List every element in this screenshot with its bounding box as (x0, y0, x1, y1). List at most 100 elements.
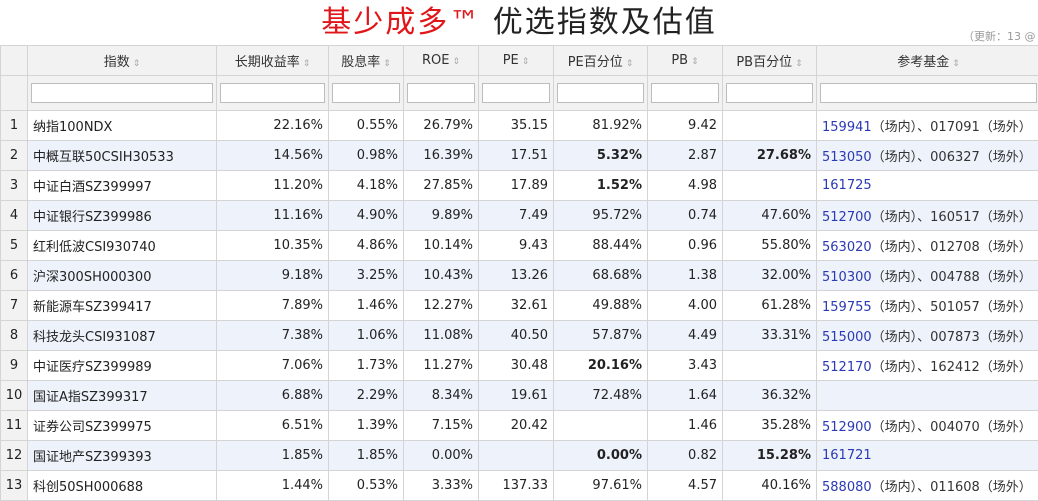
fund-code-link[interactable]: 512900 (822, 420, 872, 435)
cell-pep: 20.16% (554, 351, 648, 381)
column-header[interactable]: ROE⇕ (404, 46, 479, 76)
cell-fund: 159755（场内）、501057（场外） (817, 291, 1038, 321)
fund-code-link[interactable]: 161721 (822, 448, 872, 463)
sort-arrows-icon[interactable]: ⇕ (691, 57, 699, 67)
cell-roe: 11.08% (404, 321, 479, 351)
sort-arrows-icon[interactable]: ⇕ (383, 59, 391, 69)
column-header-label: 股息率 (341, 55, 380, 70)
brand-name: 基少成多™ (321, 5, 481, 40)
filter-input[interactable] (651, 83, 719, 103)
cell-fund: 515000（场内）、007873（场外） (817, 321, 1038, 351)
filter-cell (28, 76, 217, 111)
filter-cell (329, 76, 404, 111)
row-number: 5 (1, 231, 28, 261)
column-header[interactable]: 参考基金⇕ (817, 46, 1038, 76)
cell-pbp (723, 171, 817, 201)
cell-ret: 9.18% (217, 261, 329, 291)
column-header[interactable]: PE百分位⇕ (554, 46, 648, 76)
filter-input[interactable] (820, 83, 1037, 103)
sort-arrows-icon[interactable]: ⇕ (452, 57, 460, 67)
page-title: 基少成多™ 优选指数及估值 (0, 0, 1038, 44)
row-number: 4 (1, 201, 28, 231)
fund-code-link[interactable]: 512170 (822, 360, 872, 375)
cell-ret: 11.20% (217, 171, 329, 201)
cell-pb: 9.42 (648, 111, 723, 141)
column-header[interactable]: 股息率⇕ (329, 46, 404, 76)
cell-ret: 7.89% (217, 291, 329, 321)
cell-pb: 4.49 (648, 321, 723, 351)
fund-market-tag: （场外） (980, 480, 1032, 495)
cell-roe: 11.27% (404, 351, 479, 381)
cell-pb: 1.38 (648, 261, 723, 291)
filter-input[interactable] (557, 83, 644, 103)
index-valuation-table: 指数⇕长期收益率⇕股息率⇕ROE⇕PE⇕PE百分位⇕PB⇕PB百分位⇕参考基金⇕… (0, 45, 1038, 501)
cell-div: 4.90% (329, 201, 404, 231)
sort-arrows-icon[interactable]: ⇕ (303, 59, 311, 69)
fund-code-link[interactable]: 588080 (822, 480, 872, 495)
fund-code-link[interactable]: 563020 (822, 240, 872, 255)
sort-arrows-icon[interactable]: ⇕ (133, 59, 141, 69)
cell-ret: 6.51% (217, 411, 329, 441)
row-number: 3 (1, 171, 28, 201)
fund-market-tag: （场内）、 (872, 240, 931, 255)
column-header[interactable]: 指数⇕ (28, 46, 217, 76)
cell-pb: 4.98 (648, 171, 723, 201)
cell-pep: 97.61% (554, 471, 648, 501)
cell-name: 证券公司SZ399975 (28, 411, 217, 441)
filter-input[interactable] (407, 83, 475, 103)
cell-pe: 19.61 (479, 381, 554, 411)
corner-cell (1, 46, 28, 76)
sort-arrows-icon[interactable]: ⇕ (626, 59, 634, 69)
filter-input[interactable] (726, 83, 813, 103)
filter-input[interactable] (332, 83, 400, 103)
filter-input[interactable] (31, 83, 213, 103)
column-header[interactable]: PB百分位⇕ (723, 46, 817, 76)
cell-pb: 0.96 (648, 231, 723, 261)
column-header[interactable]: 长期收益率⇕ (217, 46, 329, 76)
fund-code-offexchange: 011608 (930, 480, 980, 495)
row-number: 12 (1, 441, 28, 471)
fund-code-link[interactable]: 159755 (822, 300, 872, 315)
fund-code-link[interactable]: 510300 (822, 270, 872, 285)
fund-code-link[interactable]: 161725 (822, 178, 872, 193)
fund-code-offexchange: 004788 (930, 270, 980, 285)
fund-code-link[interactable]: 512700 (822, 210, 872, 225)
column-header[interactable]: PE⇕ (479, 46, 554, 76)
cell-pb: 0.82 (648, 441, 723, 471)
cell-fund: 563020（场内）、012708（场外） (817, 231, 1038, 261)
sort-arrows-icon[interactable]: ⇕ (522, 57, 530, 67)
column-header-label: 长期收益率 (235, 55, 300, 70)
column-header-label: PE (503, 53, 519, 68)
fund-code-offexchange: 162412 (930, 360, 980, 375)
column-header[interactable]: PB⇕ (648, 46, 723, 76)
sort-arrows-icon[interactable]: ⇕ (952, 59, 960, 69)
cell-pep: 49.88% (554, 291, 648, 321)
cell-ret: 22.16% (217, 111, 329, 141)
cell-pe (479, 441, 554, 471)
sort-arrows-icon[interactable]: ⇕ (795, 59, 803, 69)
cell-pep: 72.48% (554, 381, 648, 411)
fund-code-link[interactable]: 159941 (822, 120, 872, 135)
fund-code-offexchange: 012708 (930, 240, 980, 255)
cell-fund: 510300（场内）、004788（场外） (817, 261, 1038, 291)
cell-fund: 159941（场内）、017091（场外） (817, 111, 1038, 141)
cell-fund: 512700（场内）、160517（场外） (817, 201, 1038, 231)
fund-code-link[interactable]: 515000 (822, 330, 872, 345)
filter-input[interactable] (220, 83, 325, 103)
fund-code-link[interactable]: 513050 (822, 150, 872, 165)
filter-input[interactable] (482, 83, 550, 103)
